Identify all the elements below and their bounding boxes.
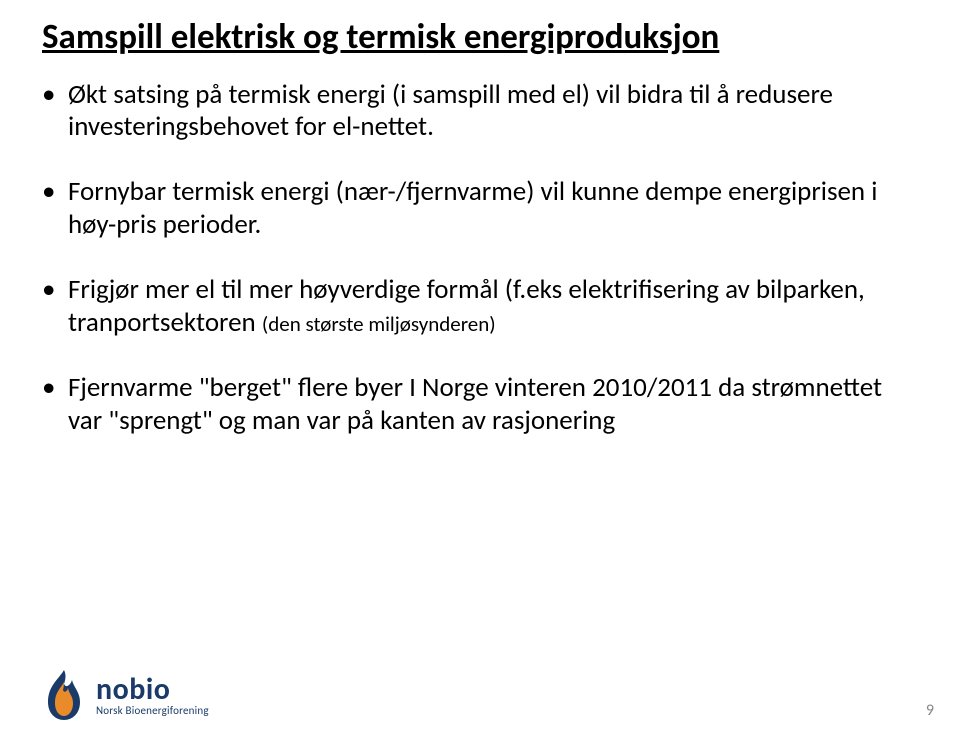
bullet-text: Fjernvarme "berget" flere byer I Norge v… — [68, 371, 882, 437]
bullet-text: Fornybar termisk energi (nær-/fjernvarme… — [68, 175, 877, 241]
bullet-item: Økt satsing på termisk energi (i samspil… — [42, 79, 918, 145]
logo-word: nobio — [96, 675, 209, 705]
bullet-small-text: (den største miljøsynderen) — [262, 311, 496, 337]
bullet-text: Økt satsing på termisk energi (i samspil… — [68, 78, 833, 144]
bullet-item: Fjernvarme "berget" flere byer I Norge v… — [42, 372, 918, 438]
bullet-list: Økt satsing på termisk energi (i samspil… — [42, 79, 918, 439]
bullet-item: Fornybar termisk energi (nær-/fjernvarme… — [42, 176, 918, 242]
logo-subtitle: Norsk Bioenergiforening — [96, 705, 209, 716]
bullet-item: Frigjør mer el til mer høyverdige formål… — [42, 274, 918, 340]
slide: Samspill elektrisk og termisk energiprod… — [0, 0, 960, 438]
flame-icon — [42, 668, 86, 722]
logo-text: nobio Norsk Bioenergiforening — [96, 675, 209, 716]
logo: nobio Norsk Bioenergiforening — [42, 668, 209, 722]
slide-title: Samspill elektrisk og termisk energiprod… — [42, 18, 918, 57]
page-number: 9 — [926, 701, 934, 720]
